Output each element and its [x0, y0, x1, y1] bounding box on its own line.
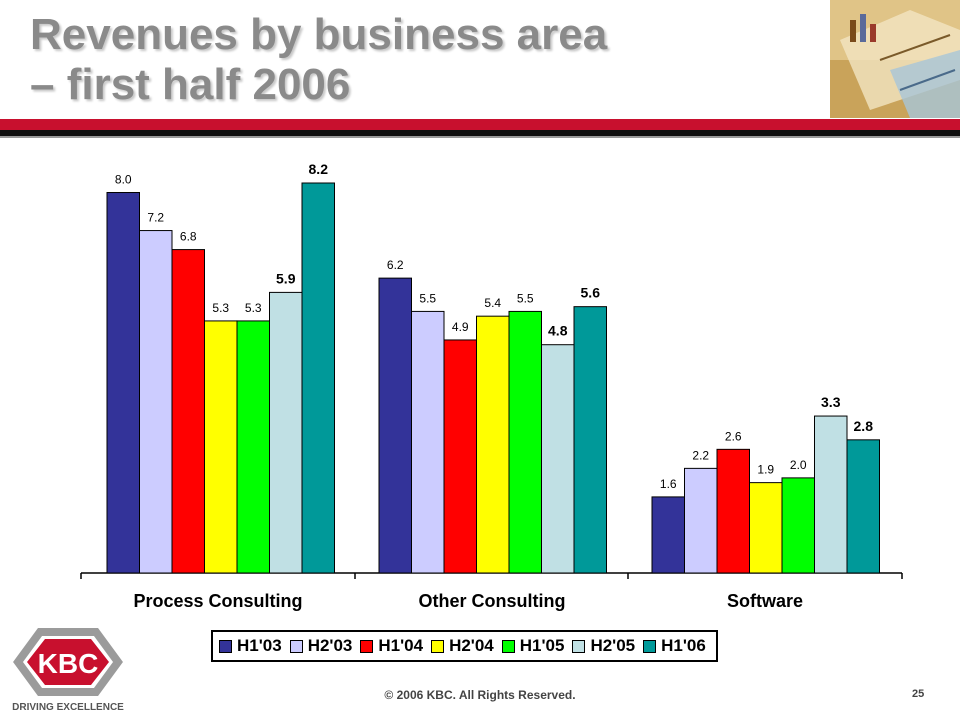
- bar: [139, 230, 173, 574]
- title-line-2: – first half 2006: [30, 60, 351, 109]
- bar: [749, 482, 783, 574]
- bar: [781, 477, 815, 574]
- legend-item: H1'05: [501, 636, 565, 656]
- data-label: 5.9: [276, 270, 296, 286]
- bar: [541, 344, 575, 574]
- bar: [508, 310, 542, 574]
- bar: [236, 320, 270, 574]
- data-label: 2.0: [790, 458, 807, 472]
- data-label: 5.3: [245, 301, 262, 315]
- legend-item: H2'04: [431, 636, 494, 656]
- data-label: 8.0: [115, 173, 132, 187]
- legend-item: H1'04: [360, 636, 423, 656]
- bar: [573, 306, 607, 574]
- data-label: 5.3: [212, 301, 229, 315]
- page-number: 25: [912, 688, 925, 700]
- bar: [684, 467, 718, 574]
- legend-label: H1'05: [519, 636, 565, 655]
- legend-label: H1'04: [378, 636, 424, 655]
- bar: [846, 439, 880, 574]
- legend-swatch: [219, 639, 232, 653]
- header-photo: [830, 0, 960, 118]
- data-label: 7.2: [147, 211, 164, 225]
- chart-legend: H1'03 H2'03 H1'04 H2'04 H1'05 H2'05 H1'06: [211, 630, 718, 662]
- bar: [716, 448, 750, 574]
- slide-title: Revenues by business area – first half 2…: [30, 10, 810, 110]
- bar: [443, 339, 477, 574]
- data-label: 3.3: [821, 394, 841, 410]
- legend-label: H2'03: [307, 636, 353, 655]
- legend-item: H2'03: [289, 636, 353, 656]
- copyright-notice: © 2006 KBC. All Rights Reserved.: [384, 688, 576, 702]
- legend-label: H2'04: [449, 636, 494, 655]
- legend-swatch: [501, 639, 515, 653]
- bar: [814, 415, 848, 574]
- data-label: 4.8: [548, 323, 568, 339]
- legend-swatch: [289, 639, 303, 653]
- kbc-logo: KBC DRIVING EXCELLENCE: [10, 626, 126, 716]
- legend-item: H1'06: [643, 636, 706, 656]
- data-label: 6.2: [387, 258, 404, 272]
- header-rule-red: [0, 119, 960, 130]
- legend-swatch: [572, 639, 586, 653]
- data-label: 5.5: [517, 291, 534, 305]
- data-label: 4.9: [452, 320, 469, 334]
- bar: [204, 320, 238, 574]
- data-label: 2.2: [692, 448, 709, 462]
- logo-tagline: DRIVING EXCELLENCE: [12, 702, 124, 713]
- category-label: Software: [727, 591, 803, 611]
- data-label: 1.6: [660, 477, 677, 491]
- legend-label: H1'03: [237, 636, 282, 655]
- title-line-1: Revenues by business area: [30, 10, 608, 59]
- bar: [651, 496, 685, 574]
- data-label: 8.2: [309, 161, 329, 177]
- data-label: 1.9: [757, 463, 774, 477]
- data-label: 2.6: [725, 429, 742, 443]
- data-label: 5.6: [581, 285, 601, 301]
- legend-item: H2'05: [572, 636, 635, 656]
- legend-swatch: [431, 639, 445, 653]
- header-rule-grey: [0, 136, 960, 138]
- logo-text: KBC: [38, 648, 99, 679]
- data-label: 2.8: [854, 418, 874, 434]
- category-label: Other Consulting: [419, 591, 566, 611]
- header-rule-dark: [0, 130, 960, 136]
- legend-label: H1'06: [661, 636, 706, 655]
- bar-chart: 8.0 6.2 1.6 7.2 5.5 2.2 6.8 4.9 2.6 5.3 5.4 1.9 5.3 5…: [80, 161, 903, 611]
- bar: [171, 249, 205, 574]
- legend-swatch: [360, 639, 374, 653]
- category-label: Process Consulting: [133, 591, 302, 611]
- data-label: 5.5: [419, 291, 436, 305]
- bar: [411, 310, 445, 574]
- bar: [269, 291, 303, 574]
- bar: [106, 192, 140, 574]
- legend-label: H2'05: [590, 636, 636, 655]
- bar: [476, 315, 510, 574]
- data-label: 6.8: [180, 230, 197, 244]
- bar: [378, 277, 412, 574]
- legend-swatch: [643, 639, 657, 653]
- bar: [301, 182, 335, 574]
- legend-item: H1'03: [219, 636, 282, 656]
- data-label: 5.4: [484, 296, 501, 310]
